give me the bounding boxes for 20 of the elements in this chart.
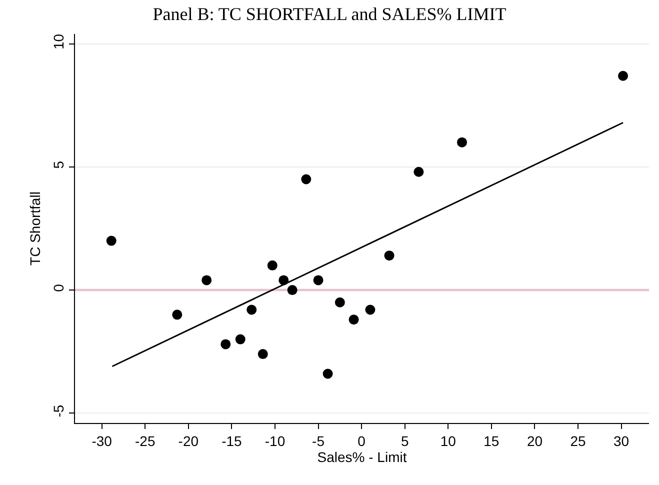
y-tick-label: 10 [50, 34, 66, 50]
x-tick-label: -15 [222, 432, 242, 449]
x-tick-label: 10 [440, 432, 456, 449]
y-axis-title: TC Shortfall [27, 192, 43, 266]
x-tick-label: -25 [135, 432, 156, 449]
x-tick-label: 15 [484, 432, 500, 449]
x-tick-label: 25 [570, 432, 586, 449]
x-tick-label: -20 [178, 432, 199, 449]
x-tick-label: 0 [358, 432, 366, 449]
x-tick-label: -30 [92, 432, 112, 449]
y-tick-label: 0 [50, 284, 66, 292]
x-axis-title: Sales% - Limit [317, 449, 407, 466]
x-tick-label: -5 [312, 432, 325, 449]
y-tick-label: -5 [50, 404, 66, 418]
x-tick-label: 20 [526, 432, 543, 449]
x-tick-label: 5 [400, 432, 409, 449]
x-tick-label: -10 [264, 432, 286, 449]
chart-title: Panel B: TC SHORTFALL and SALES% LIMIT [152, 4, 506, 24]
y-tick-label: 5 [50, 160, 66, 169]
x-tick-label: 30 [614, 432, 630, 449]
